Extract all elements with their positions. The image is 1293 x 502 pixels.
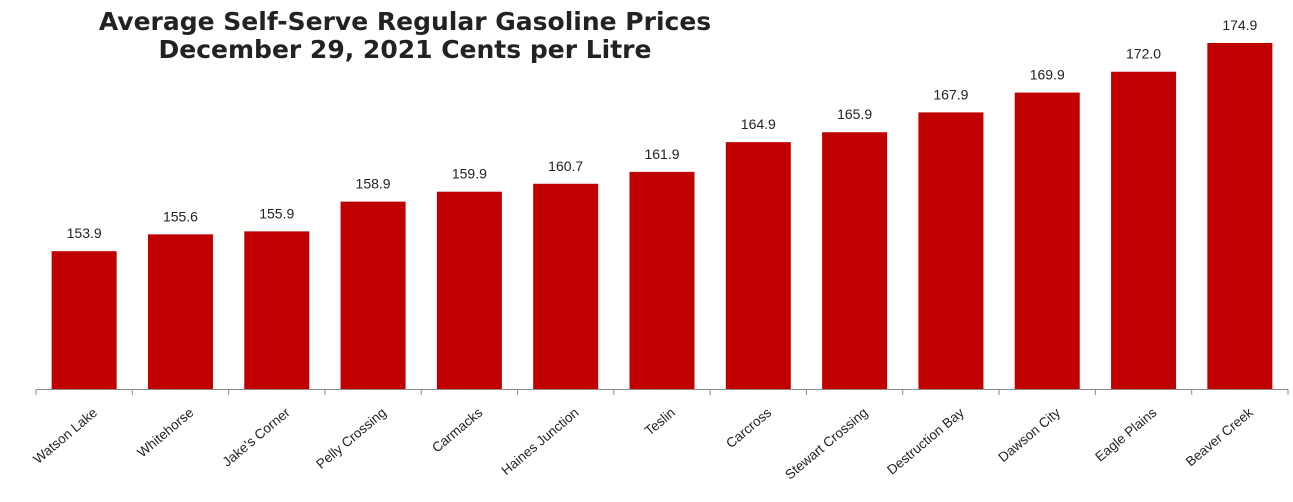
data-label: 167.9	[933, 86, 968, 102]
bar	[1207, 42, 1273, 390]
bar	[725, 142, 791, 389]
x-tick-label: Whitehorse	[134, 405, 196, 460]
x-tick-label: Watson Lake	[30, 405, 100, 467]
bar	[822, 132, 888, 389]
bar	[340, 201, 406, 389]
bar	[1014, 92, 1080, 389]
bar	[918, 112, 984, 390]
x-tick-label: Beaver Creek	[1183, 405, 1256, 470]
x-tick-label: Carcross	[723, 405, 774, 451]
x-axis-ticks	[35, 389, 1289, 395]
x-tick-label: Jake's Corner	[220, 404, 294, 469]
value-labels-group: 153.9 155.6 155.9 158.9 159.9 160.7 161.9 164.9…	[67, 17, 1258, 241]
bar	[244, 231, 310, 389]
x-tick-label: Teslin	[642, 405, 678, 439]
data-label: 161.9	[644, 146, 679, 162]
bar	[533, 183, 599, 389]
data-label: 155.6	[163, 208, 198, 224]
x-tick-label: Eagle Plains	[1092, 405, 1159, 465]
data-label: 172.0	[1126, 46, 1161, 62]
chart-title-line1: Average Self-Serve Regular Gasoline Pric…	[98, 7, 712, 36]
bar	[1111, 71, 1177, 389]
data-label: 164.9	[741, 116, 776, 132]
data-label: 155.9	[259, 205, 294, 221]
chart-title: Average Self-Serve Regular Gasoline Pric…	[40, 8, 770, 64]
bar	[436, 191, 502, 389]
x-tick-label: Pelly Crossing	[313, 405, 389, 472]
x-tick-label: Haines Junction	[498, 405, 581, 478]
x-tick-label: Dawson City	[995, 405, 1063, 465]
category-labels-group: Watson Lake Whitehorse Jake's Corner Pelly …	[30, 404, 1255, 482]
x-tick-label: Stewart Crossing	[782, 405, 870, 483]
data-label: 165.9	[837, 106, 872, 122]
data-label: 158.9	[356, 176, 391, 192]
data-label: 174.9	[1222, 17, 1257, 33]
x-tick-label: Carmacks	[429, 405, 485, 456]
chart-title-line2: December 29, 2021 Cents per Litre	[158, 35, 652, 64]
bar	[147, 234, 213, 389]
bar	[629, 171, 695, 389]
bars-group	[51, 42, 1273, 390]
bar	[51, 251, 117, 389]
x-tick-label: Destruction Bay	[884, 405, 967, 478]
data-label: 169.9	[1030, 67, 1065, 83]
data-label: 153.9	[67, 225, 102, 241]
data-label: 159.9	[452, 166, 487, 182]
data-label: 160.7	[548, 158, 583, 174]
